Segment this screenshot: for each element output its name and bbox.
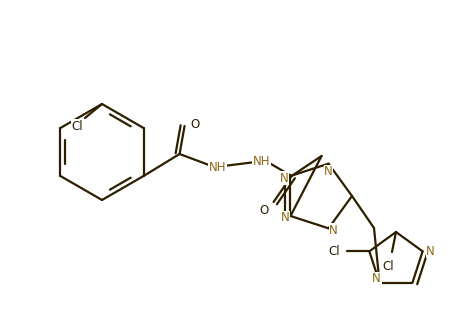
Text: O: O [259, 204, 268, 216]
Text: NH: NH [253, 155, 270, 167]
Text: N: N [426, 245, 435, 258]
Text: N: N [329, 224, 338, 237]
Text: Cl: Cl [329, 245, 340, 258]
Text: N: N [324, 165, 333, 178]
Text: Cl: Cl [71, 119, 83, 132]
Text: NH: NH [209, 160, 226, 174]
Text: O: O [190, 118, 199, 130]
Text: Cl: Cl [382, 260, 394, 272]
Text: N: N [281, 212, 290, 224]
Text: N: N [372, 272, 381, 285]
Text: N: N [280, 172, 289, 185]
